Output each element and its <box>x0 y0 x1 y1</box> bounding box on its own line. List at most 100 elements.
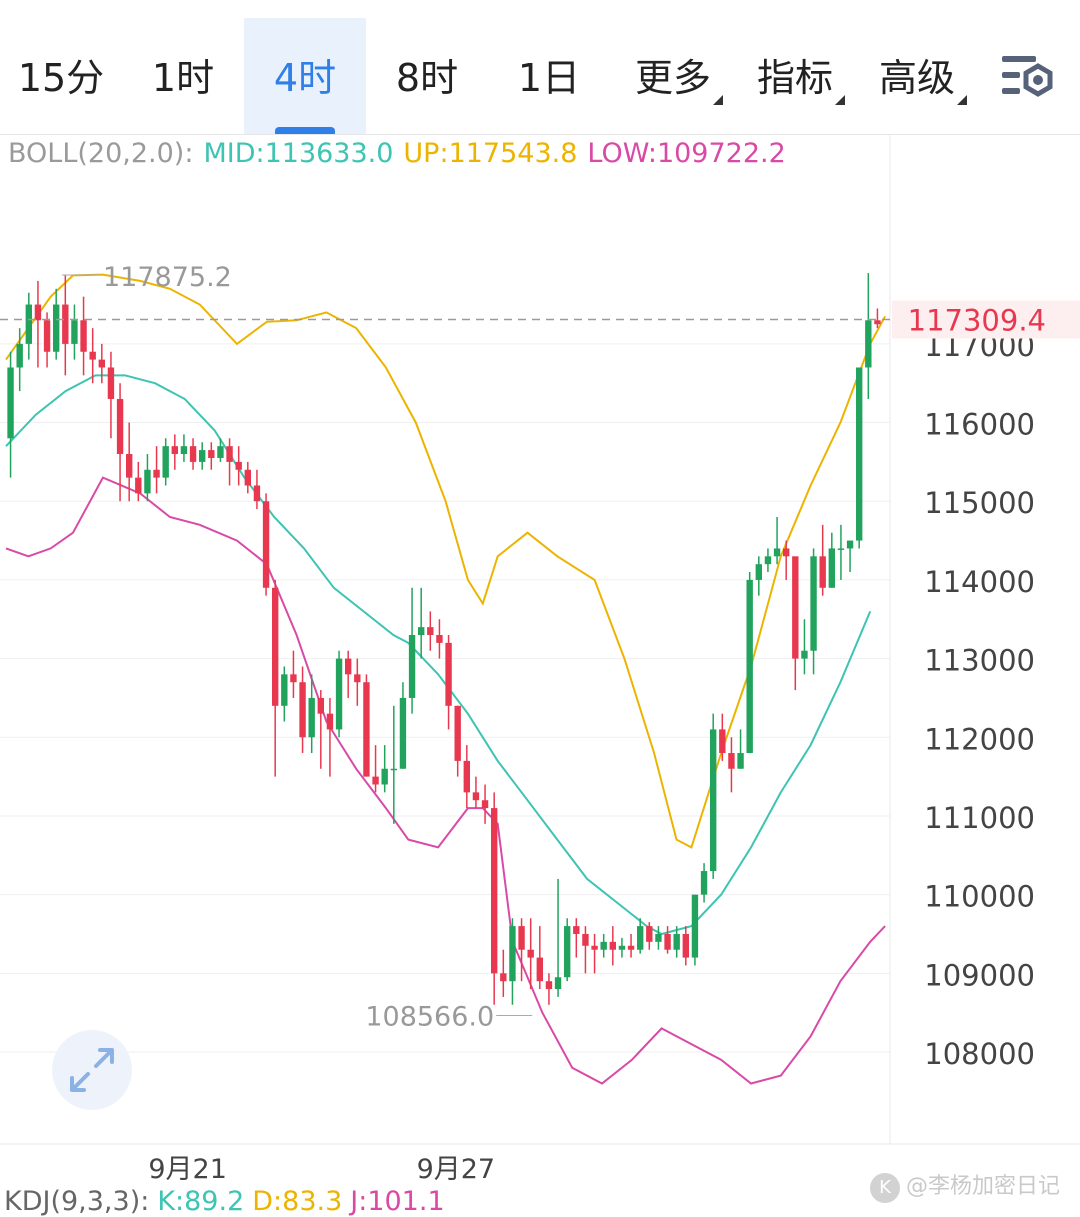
candle-body <box>16 343 23 368</box>
candle-body <box>62 304 69 344</box>
candle-body <box>828 548 836 588</box>
last-price-label: 117309.4 <box>908 304 1046 338</box>
y-tick-label: 112000 <box>924 722 1035 756</box>
tab-15m[interactable]: 15分 <box>0 18 122 134</box>
candle-body <box>819 556 826 588</box>
tab-label: 4时 <box>273 56 337 100</box>
tab-label: 更多 <box>634 56 711 100</box>
expand-arrows-icon <box>70 1048 114 1092</box>
y-tick-label: 115000 <box>924 486 1035 520</box>
chart-settings-button[interactable] <box>998 52 1058 104</box>
candle-body <box>408 634 416 698</box>
candle-body <box>527 949 534 958</box>
candle-body <box>226 446 233 462</box>
candle-body <box>281 674 288 706</box>
candle-body <box>865 320 872 368</box>
y-tick-label: 111000 <box>924 801 1035 835</box>
y-tick-label: 114000 <box>924 565 1035 599</box>
watermark: K @李杨加密日记 <box>870 1168 1060 1203</box>
tab-1h[interactable]: 1时 <box>122 18 244 134</box>
kdj-k: K:89.2 <box>157 1186 245 1217</box>
candle-body <box>509 926 516 982</box>
boll-name: BOLL(20,2.0): <box>8 138 194 169</box>
candle-body <box>162 446 169 478</box>
tab-indicators[interactable]: 指标 <box>740 18 862 134</box>
tab-4h[interactable]: 4时 <box>244 18 366 134</box>
candle-body <box>125 454 133 478</box>
tab-1d[interactable]: 1日 <box>488 18 610 134</box>
candle-body <box>755 564 763 580</box>
candle-body <box>481 800 489 809</box>
y-tick-label: 108000 <box>924 1037 1035 1071</box>
candle-body <box>554 977 562 990</box>
tab-8h[interactable]: 8时 <box>366 18 488 134</box>
candle-body <box>700 871 708 895</box>
boll-mid: MID:113633.0 <box>203 138 394 169</box>
tab-label: 8时 <box>395 56 459 100</box>
candle-body <box>34 304 42 321</box>
dropdown-caret-icon <box>835 95 845 105</box>
y-tick-label: 110000 <box>924 880 1035 914</box>
kdj-j: J:101.1 <box>350 1186 445 1217</box>
candle-body <box>801 650 808 659</box>
candle-body <box>782 548 790 557</box>
candle-body <box>271 587 279 706</box>
tab-advanced[interactable]: 高级 <box>862 18 984 134</box>
candle-body <box>545 981 553 990</box>
candle-body <box>299 682 306 738</box>
candle-body <box>646 926 653 942</box>
candle-body <box>144 469 151 494</box>
candle-body <box>253 485 261 502</box>
tab-label: 高级 <box>878 56 955 100</box>
candle-body <box>290 674 297 683</box>
y-tick-label: 116000 <box>924 408 1035 442</box>
candle-body <box>563 926 571 978</box>
candle-body <box>810 556 817 651</box>
candle-body <box>198 450 206 462</box>
dropdown-caret-icon <box>957 95 967 105</box>
tab-label: 1时 <box>151 56 215 100</box>
candle-body <box>728 753 735 769</box>
tab-label: 15分 <box>17 56 105 100</box>
candle-body <box>463 760 471 793</box>
candle-body <box>427 627 434 635</box>
candlestick-chart[interactable]: 108000 109000 110000 111000 112000 113000 1140… <box>0 134 1080 1184</box>
candle-body <box>582 933 589 946</box>
y-tick-label: 109000 <box>924 958 1035 992</box>
dropdown-caret-icon <box>713 95 723 105</box>
chart-settings-icon <box>1002 56 1053 97</box>
candle-body <box>354 674 361 683</box>
candle-body <box>673 933 680 950</box>
candle-body <box>135 477 142 494</box>
candle-body <box>363 682 370 777</box>
candle-body <box>436 634 443 643</box>
candle-body <box>454 705 461 761</box>
candle-body <box>618 945 626 950</box>
tab-label: 指标 <box>756 56 833 100</box>
expand-chart-button[interactable] <box>52 1030 132 1110</box>
candle-body <box>399 697 407 769</box>
tab-more[interactable]: 更多 <box>618 18 740 134</box>
candle-body <box>600 941 607 950</box>
candle-body <box>180 446 188 455</box>
x-tick-label: 9月27 <box>417 1154 496 1184</box>
watermark-text: @李杨加密日记 <box>906 1174 1061 1199</box>
boll-low: LOW:109722.2 <box>587 138 786 169</box>
candle-body <box>682 933 690 958</box>
candle-body <box>390 768 398 771</box>
candle-body <box>189 446 197 462</box>
candle-body <box>737 753 744 769</box>
candle-body <box>372 776 379 785</box>
candle-body <box>308 697 315 738</box>
boll-legend: BOLL(20,2.0): MID:113633.0 UP:117543.8 LOW:… <box>8 138 796 169</box>
candle-body <box>764 556 772 565</box>
kdj-name: KDJ(9,3,3): <box>4 1186 150 1217</box>
candle-body <box>655 933 662 942</box>
candle-body <box>500 973 507 982</box>
candle-body <box>171 446 179 455</box>
kdj-d: D:83.3 <box>252 1186 343 1217</box>
candle-body <box>244 469 252 486</box>
candle-body <box>792 556 799 659</box>
candle-body <box>262 501 270 588</box>
last-price-tag <box>892 300 1080 339</box>
